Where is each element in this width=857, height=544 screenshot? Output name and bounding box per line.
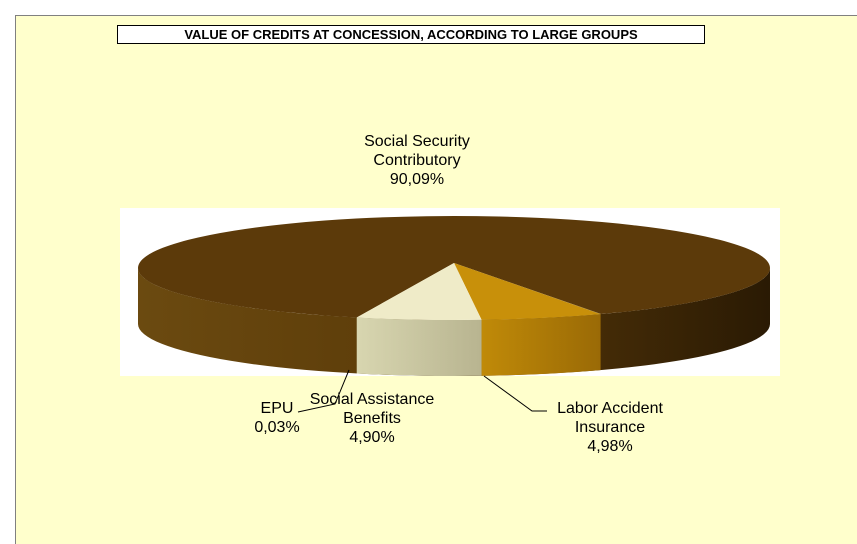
leader-labor-accident bbox=[483, 375, 547, 412]
slice-social-security bbox=[138, 216, 771, 318]
label-epu: EPU 0,03% bbox=[254, 400, 299, 436]
slice-labor-accident bbox=[356, 263, 482, 320]
label-social-assistance: Social Assistance Benefits 4,90% bbox=[310, 391, 435, 446]
leader-epu bbox=[297, 369, 350, 413]
slice-social-assistance bbox=[454, 263, 601, 320]
label-labor-accident: Labor Accident Insurance 4,98% bbox=[557, 400, 663, 455]
slice-side-labor-accident bbox=[356, 317, 482, 376]
chart-title: VALUE OF CREDITS AT CONCESSION, ACCORDIN… bbox=[117, 25, 705, 44]
slice-epu bbox=[454, 263, 602, 315]
label-social-security: Social Security Contributory 90,09% bbox=[364, 133, 470, 188]
slice-side-social-assistance bbox=[481, 314, 601, 376]
